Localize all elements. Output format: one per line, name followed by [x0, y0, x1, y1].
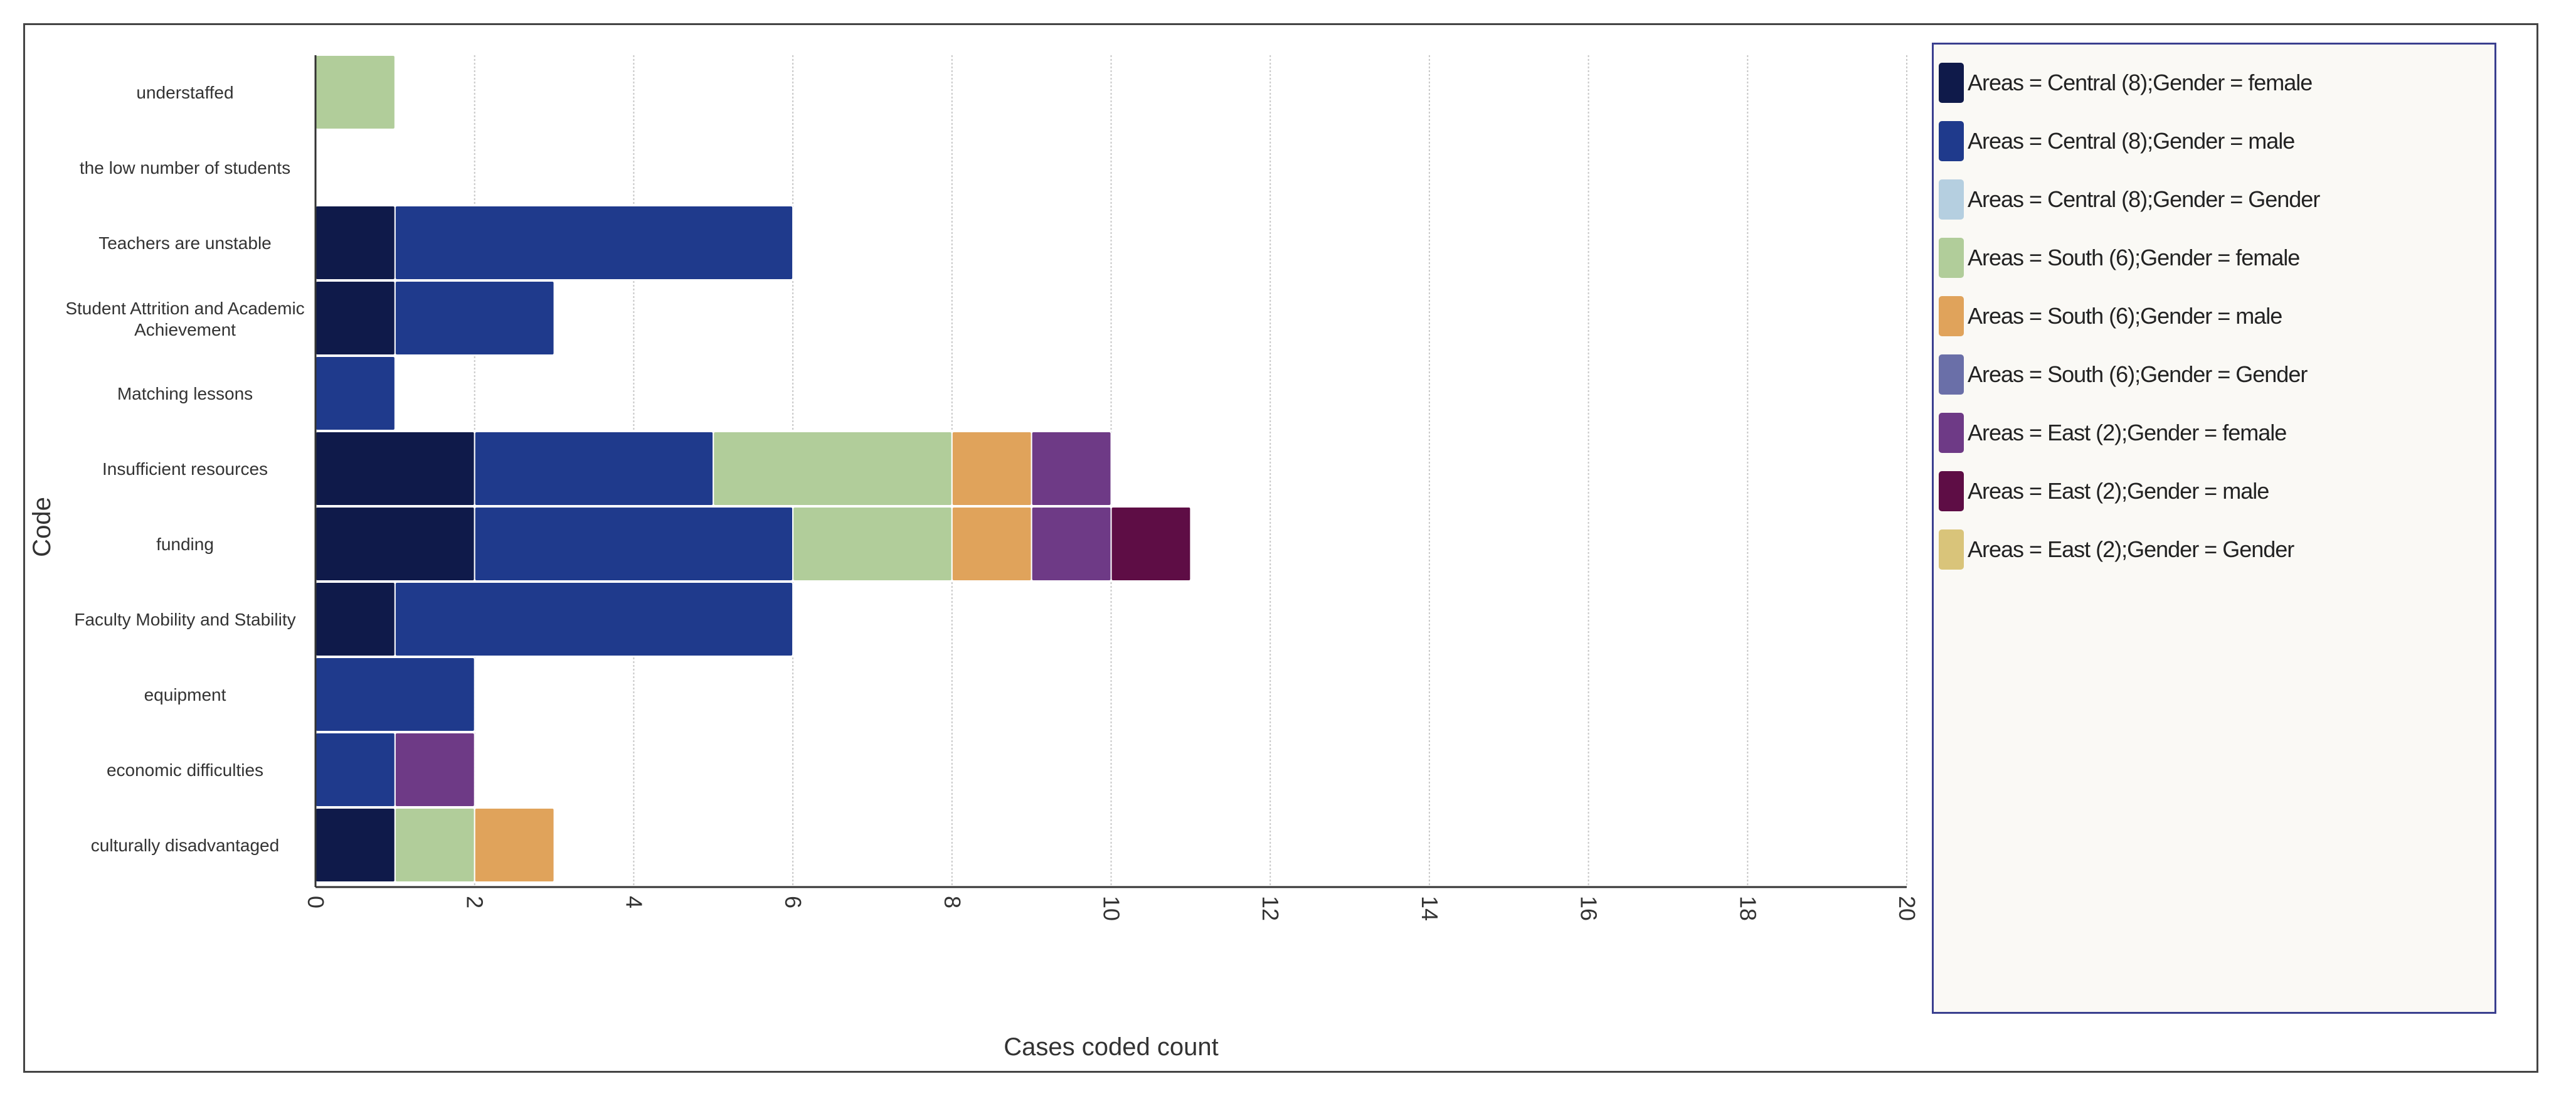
bar-segment [951, 506, 1032, 582]
legend-item: Areas = South (6);Gender = male [1939, 287, 2494, 345]
bar-segment [1110, 506, 1192, 582]
legend-swatch [1939, 295, 1964, 336]
bar-segment [315, 582, 396, 657]
legend-label: Areas = South (6);Gender = male [1968, 302, 2282, 329]
legend-label: Areas = Central (8);Gender = male [1968, 127, 2295, 154]
legend-item: Areas = East (2);Gender = female [1939, 403, 2494, 462]
legend-swatch [1939, 471, 1964, 511]
legend-item: Areas = Central (8);Gender = female [1939, 53, 2494, 112]
category-labels: understaffed the low number of students Te… [65, 83, 304, 855]
legend-label: Areas = East (2);Gender = male [1968, 477, 2269, 504]
chart-frame [23, 23, 2538, 1073]
x-axis-title: Cases coded count [1004, 1033, 1218, 1061]
legend-item: Areas = Central (8);Gender = male [1939, 112, 2494, 170]
x-tick-label: 4 [621, 896, 647, 908]
bar-segment [315, 356, 396, 431]
category-label: equipment [144, 685, 226, 705]
bar-segment [474, 431, 714, 506]
x-tick-label: 10 [1099, 896, 1125, 921]
x-tick-labels: 0 2 4 6 8 10 12 14 16 18 20 [303, 896, 1920, 921]
bar-segment [315, 205, 396, 280]
bar-layer [315, 55, 1192, 883]
y-axis-title: Code [28, 497, 56, 557]
bar-segment [1031, 431, 1112, 506]
bar-segment [474, 807, 555, 883]
legend-item: Areas = Central (8);Gender = Gender [1939, 170, 2494, 228]
category-label: understaffed [136, 83, 233, 102]
legend-label: Areas = South (6);Gender = Gender [1968, 361, 2308, 387]
x-tick-label: 12 [1258, 896, 1283, 921]
legend-swatch [1939, 529, 1964, 570]
legend-item: Areas = South (6);Gender = Gender [1939, 345, 2494, 403]
category-label: culturally disadvantaged [91, 836, 279, 855]
category-label: funding [156, 534, 214, 554]
legend-label: Areas = East (2);Gender = Gender [1968, 536, 2294, 562]
category-label: Student Attrition and Academic Achievemen… [65, 299, 304, 339]
bar-segment [474, 506, 794, 582]
x-tick-label: 6 [780, 896, 806, 908]
x-tick-label: 0 [303, 896, 329, 908]
x-tick-label: 18 [1735, 896, 1761, 921]
legend-swatch [1939, 354, 1964, 395]
category-label: Teachers are unstable [98, 233, 272, 253]
bar-segment [315, 807, 396, 883]
category-label: Matching lessons [117, 384, 253, 403]
bar-segment [394, 807, 475, 883]
bar-segment [315, 55, 396, 130]
axis-layer [314, 55, 1907, 888]
legend-label: Areas = Central (8);Gender = Gender [1968, 186, 2320, 212]
legend: Areas = Central (8);Gender = female Areas… [1932, 43, 2496, 1014]
bar-segment [951, 431, 1032, 506]
legend-item: Areas = East (2);Gender = Gender [1939, 520, 2494, 578]
legend-item: Areas = East (2);Gender = male [1939, 462, 2494, 520]
bar-segment [394, 205, 794, 280]
x-tick-label: 8 [940, 896, 965, 908]
bar-segment [394, 280, 555, 356]
legend-item: Areas = South (6);Gender = female [1939, 228, 2494, 287]
x-tick-label: 2 [462, 896, 488, 908]
bar-segment [315, 280, 396, 356]
bar-segment [1031, 506, 1112, 582]
category-label: the low number of students [80, 158, 290, 178]
x-tick-label: 14 [1417, 896, 1443, 921]
legend-label: Areas = South (6);Gender = female [1968, 244, 2300, 270]
bar-segment [713, 431, 953, 506]
bar-segment [315, 431, 475, 506]
legend-swatch [1939, 179, 1964, 220]
legend-swatch [1939, 62, 1964, 103]
legend-swatch [1939, 120, 1964, 161]
x-tick-label: 20 [1894, 896, 1920, 921]
bar-segment [792, 506, 953, 582]
category-label: Faculty Mobility and Stability [74, 610, 295, 629]
legend-swatch [1939, 412, 1964, 453]
bar-segment [315, 506, 475, 582]
category-label: Insufficient resources [102, 459, 268, 479]
legend-swatch [1939, 237, 1964, 278]
bar-segment [315, 657, 475, 732]
x-tick-label: 16 [1576, 896, 1602, 921]
bar-segment [394, 732, 475, 807]
category-label: economic difficulties [107, 760, 263, 780]
bar-segment [315, 732, 396, 807]
legend-label: Areas = East (2);Gender = female [1968, 419, 2287, 445]
bar-segment [394, 582, 794, 657]
legend-label: Areas = Central (8);Gender = female [1968, 69, 2313, 95]
